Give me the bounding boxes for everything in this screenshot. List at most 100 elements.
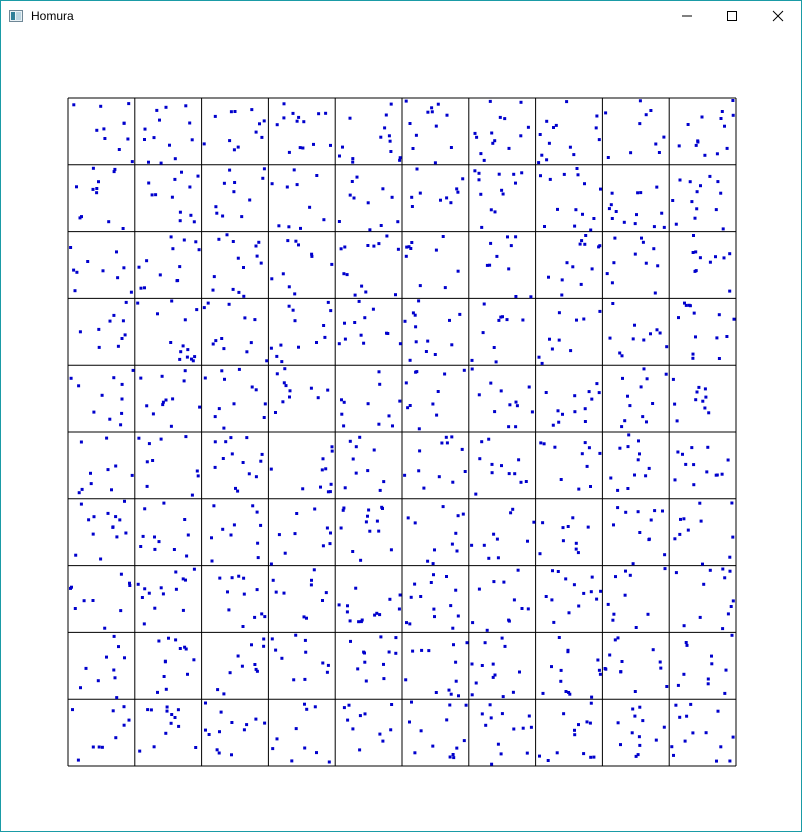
particle-point <box>449 146 453 149</box>
particle-point <box>230 452 234 456</box>
particle-point <box>677 316 680 320</box>
particle-point <box>649 109 653 112</box>
particle-point <box>471 621 475 625</box>
particle-point <box>398 158 402 162</box>
particle-point <box>343 486 347 490</box>
particle-point <box>192 567 196 571</box>
particle-point <box>173 177 177 181</box>
particle-point <box>227 608 231 612</box>
particle-point <box>728 759 732 763</box>
title-bar[interactable]: Homura <box>1 1 801 31</box>
particle-point <box>119 423 123 427</box>
particle-point <box>465 641 469 645</box>
particle-point <box>286 239 290 243</box>
particle-point <box>221 214 225 218</box>
particle-point <box>406 406 410 410</box>
particle-point <box>494 360 498 364</box>
particle-point <box>580 239 584 243</box>
particle-point <box>610 217 614 220</box>
maximize-icon <box>727 11 737 21</box>
particle-point <box>216 688 220 692</box>
particle-point <box>597 138 601 142</box>
particle-point <box>262 637 266 641</box>
particle-point <box>723 576 727 580</box>
particle-point <box>277 533 281 537</box>
particle-point <box>269 346 273 350</box>
particle-point <box>237 574 241 578</box>
particle-point <box>550 347 554 351</box>
particle-point <box>263 402 267 406</box>
particle-point <box>379 635 383 639</box>
particle-point <box>184 578 187 582</box>
particle-point <box>337 342 341 346</box>
particle-point <box>721 627 725 631</box>
particle-point <box>590 267 594 271</box>
particle-point <box>270 277 274 281</box>
particle-point <box>389 728 393 732</box>
particle-point <box>655 328 659 332</box>
particle-point <box>443 372 447 376</box>
particle-point <box>287 304 291 308</box>
particle-point <box>152 136 156 140</box>
particle-point <box>384 113 388 117</box>
particle-point <box>597 668 601 672</box>
close-button[interactable] <box>755 1 801 31</box>
maximize-button[interactable] <box>709 1 755 31</box>
particle-point <box>128 581 131 585</box>
particle-point <box>363 651 366 655</box>
particle-point <box>215 211 219 215</box>
particle-point <box>240 215 244 219</box>
particle-point <box>609 203 613 207</box>
particle-point <box>553 445 557 449</box>
particle-point <box>293 532 297 536</box>
particle-point <box>112 170 116 174</box>
particle-point <box>482 158 486 162</box>
particle-point <box>245 436 249 440</box>
particle-point <box>359 558 363 562</box>
particle-point <box>313 507 317 511</box>
particle-point <box>477 587 481 591</box>
particle-point <box>647 537 651 541</box>
particle-point <box>231 287 235 291</box>
particle-point <box>292 678 296 682</box>
particle-point <box>257 240 261 244</box>
particle-point <box>105 655 108 659</box>
particle-point <box>120 411 124 415</box>
particle-point <box>143 587 147 591</box>
particle-point <box>612 261 616 265</box>
particle-point <box>130 160 134 164</box>
particle-point <box>445 441 449 445</box>
particle-point <box>366 244 370 247</box>
particle-point <box>158 118 161 122</box>
particle-point <box>111 525 115 529</box>
particle-point <box>706 445 710 449</box>
particle-point <box>414 370 418 374</box>
particle-point <box>505 318 509 322</box>
particle-point <box>492 346 496 349</box>
particle-point <box>91 599 95 602</box>
particle-point <box>414 325 418 329</box>
particle-point <box>462 739 466 743</box>
particle-point <box>378 488 382 492</box>
particle-point <box>638 705 642 709</box>
minimize-button[interactable] <box>664 1 710 31</box>
particle-point <box>151 412 155 416</box>
particle-point <box>573 733 577 737</box>
simulation-canvas[interactable] <box>67 97 737 767</box>
particle-point <box>590 575 594 579</box>
particle-point <box>183 645 187 649</box>
particle-point <box>206 301 210 305</box>
particle-point <box>163 660 167 664</box>
particle-point <box>636 510 640 514</box>
particle-point <box>418 284 422 288</box>
particle-point <box>169 235 173 239</box>
particle-point <box>339 526 343 530</box>
particle-point <box>457 694 460 698</box>
particle-point <box>295 183 299 187</box>
particle-point <box>387 414 391 418</box>
particle-point <box>242 576 246 580</box>
particle-point <box>434 248 438 252</box>
particle-point <box>320 468 324 472</box>
particle-point <box>347 703 351 707</box>
particle-point <box>408 404 412 407</box>
